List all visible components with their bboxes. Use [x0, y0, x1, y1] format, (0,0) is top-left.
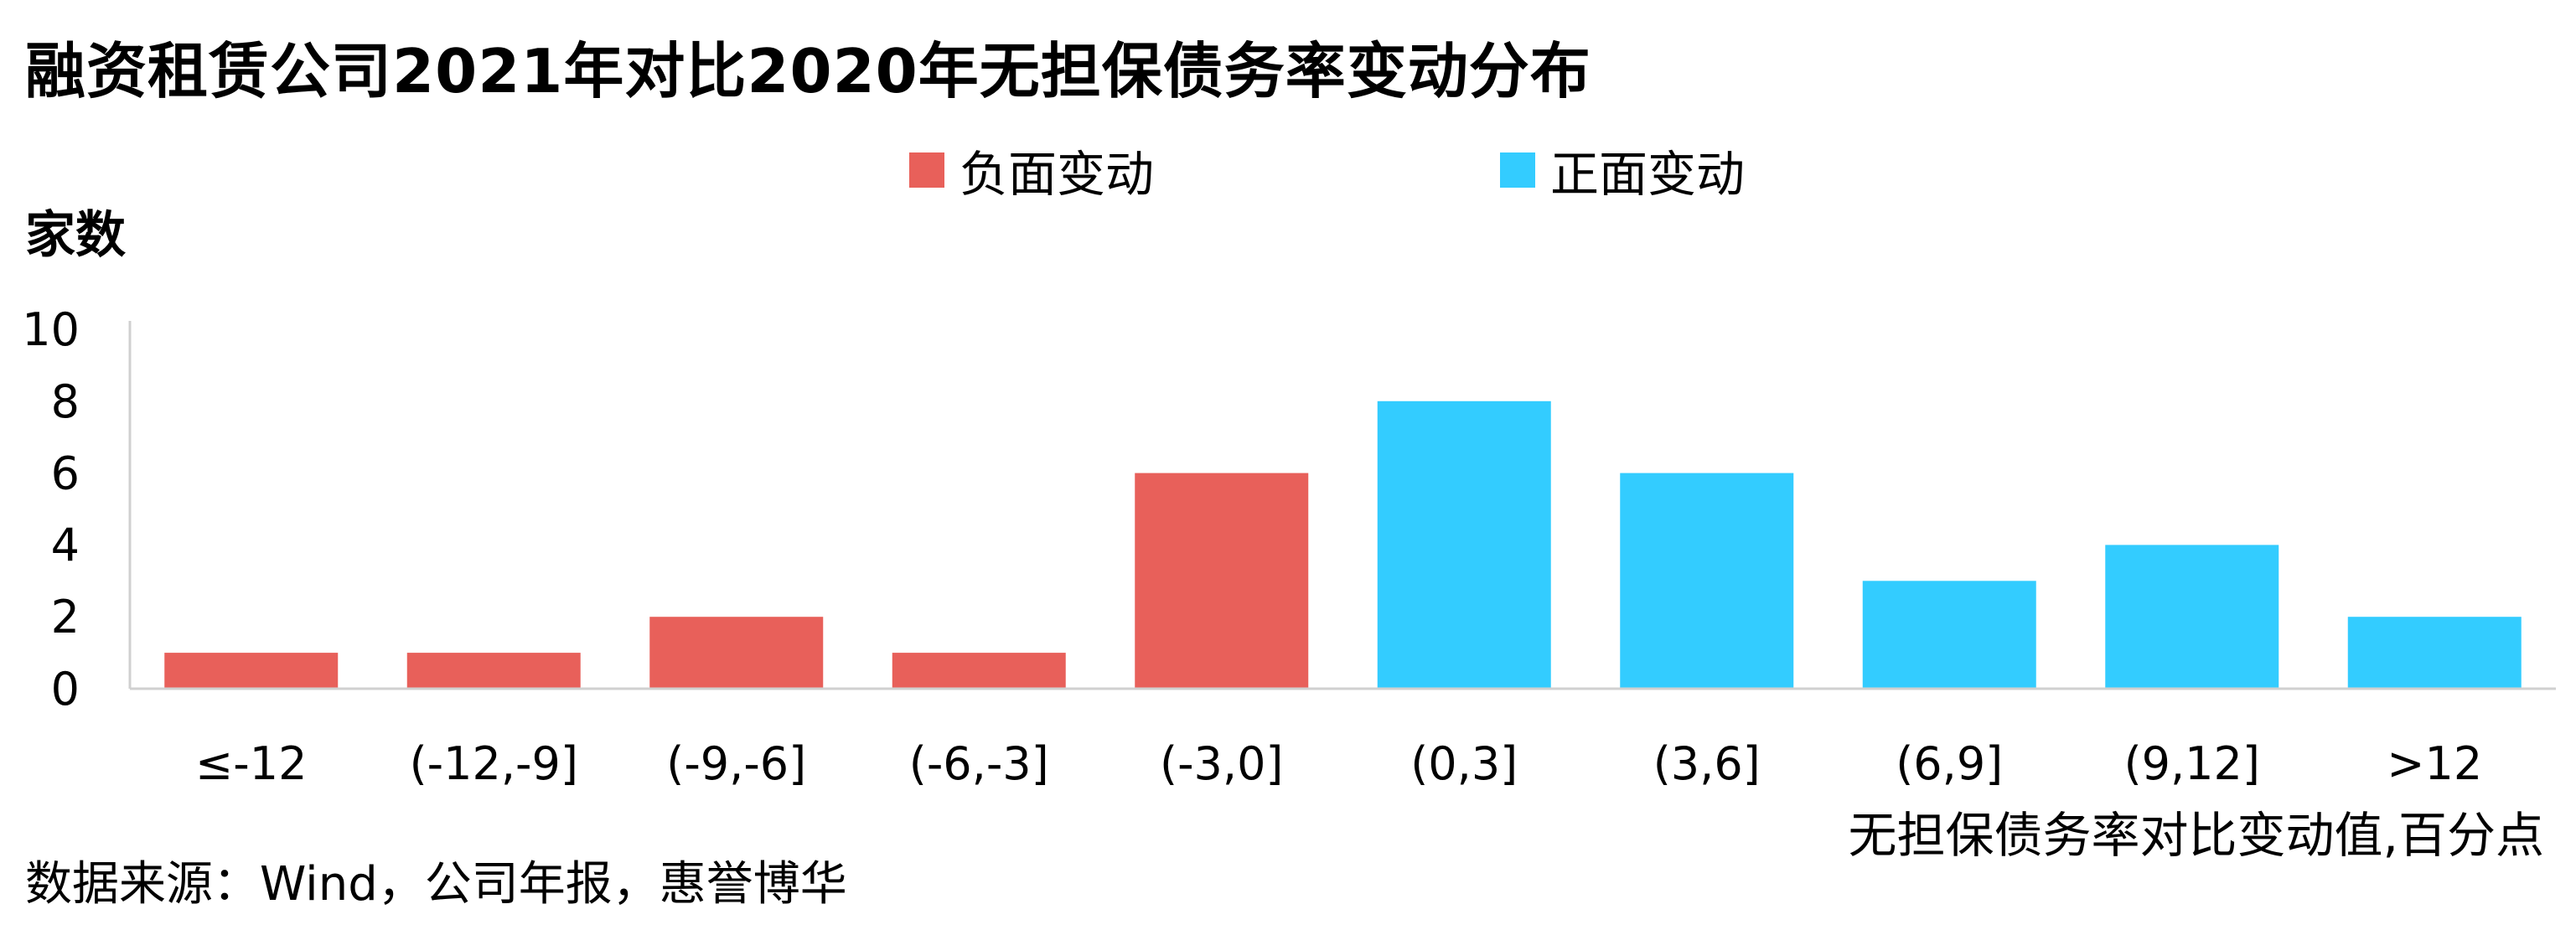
x-tick-label: (9,12]	[2124, 737, 2260, 790]
y-tick-label: 0	[51, 663, 80, 716]
bar-positive	[1862, 581, 2036, 689]
bar-positive	[2347, 617, 2522, 689]
x-axis-label: 无担保债务率对比变动值,百分点	[1848, 807, 2544, 864]
y-axis-label: 家数	[25, 206, 126, 265]
x-tick-label: (0,3]	[1410, 737, 1518, 790]
x-tick-label: (-12,-9]	[410, 737, 578, 790]
y-tick-label: 2	[51, 591, 80, 643]
legend-swatch-positive	[1500, 152, 1535, 188]
x-tick-label: ≤-12	[195, 737, 307, 790]
legend-label-positive: 正面变动	[1550, 146, 1746, 203]
y-tick-label: 6	[51, 447, 80, 500]
y-tick-label: 4	[51, 519, 80, 571]
legend-item-negative: 负面变动	[909, 141, 1154, 203]
legend-label-negative: 负面变动	[960, 146, 1155, 203]
x-tick-label: (-9,-6]	[666, 737, 806, 790]
y-tick-label: 8	[51, 375, 80, 428]
x-tick-label: (6,9]	[1896, 737, 2003, 790]
x-tick-label: >12	[2387, 737, 2482, 790]
legend-item-positive: 正面变动	[1500, 141, 1745, 203]
bar-negative	[406, 653, 581, 689]
legend-swatch-negative	[909, 152, 944, 188]
bar-negative	[649, 617, 824, 689]
bar-positive	[1377, 400, 1551, 689]
bar-positive	[1620, 473, 1794, 689]
bar-negative	[1135, 473, 1309, 689]
x-tick-label: (3,6]	[1653, 737, 1761, 790]
chart-title: 融资租赁公司2021年对比2020年无担保债务率变动分布	[25, 36, 1591, 106]
source-note: 数据来源：Wind，公司年报，惠誉博华	[25, 857, 847, 912]
y-tick-label: 10	[22, 303, 80, 356]
bar-negative	[164, 653, 339, 689]
bar-negative	[892, 653, 1066, 689]
x-tick-label: (-6,-3]	[909, 737, 1049, 790]
x-tick-label: (-3,0]	[1160, 737, 1284, 790]
bar-positive	[2105, 545, 2279, 689]
